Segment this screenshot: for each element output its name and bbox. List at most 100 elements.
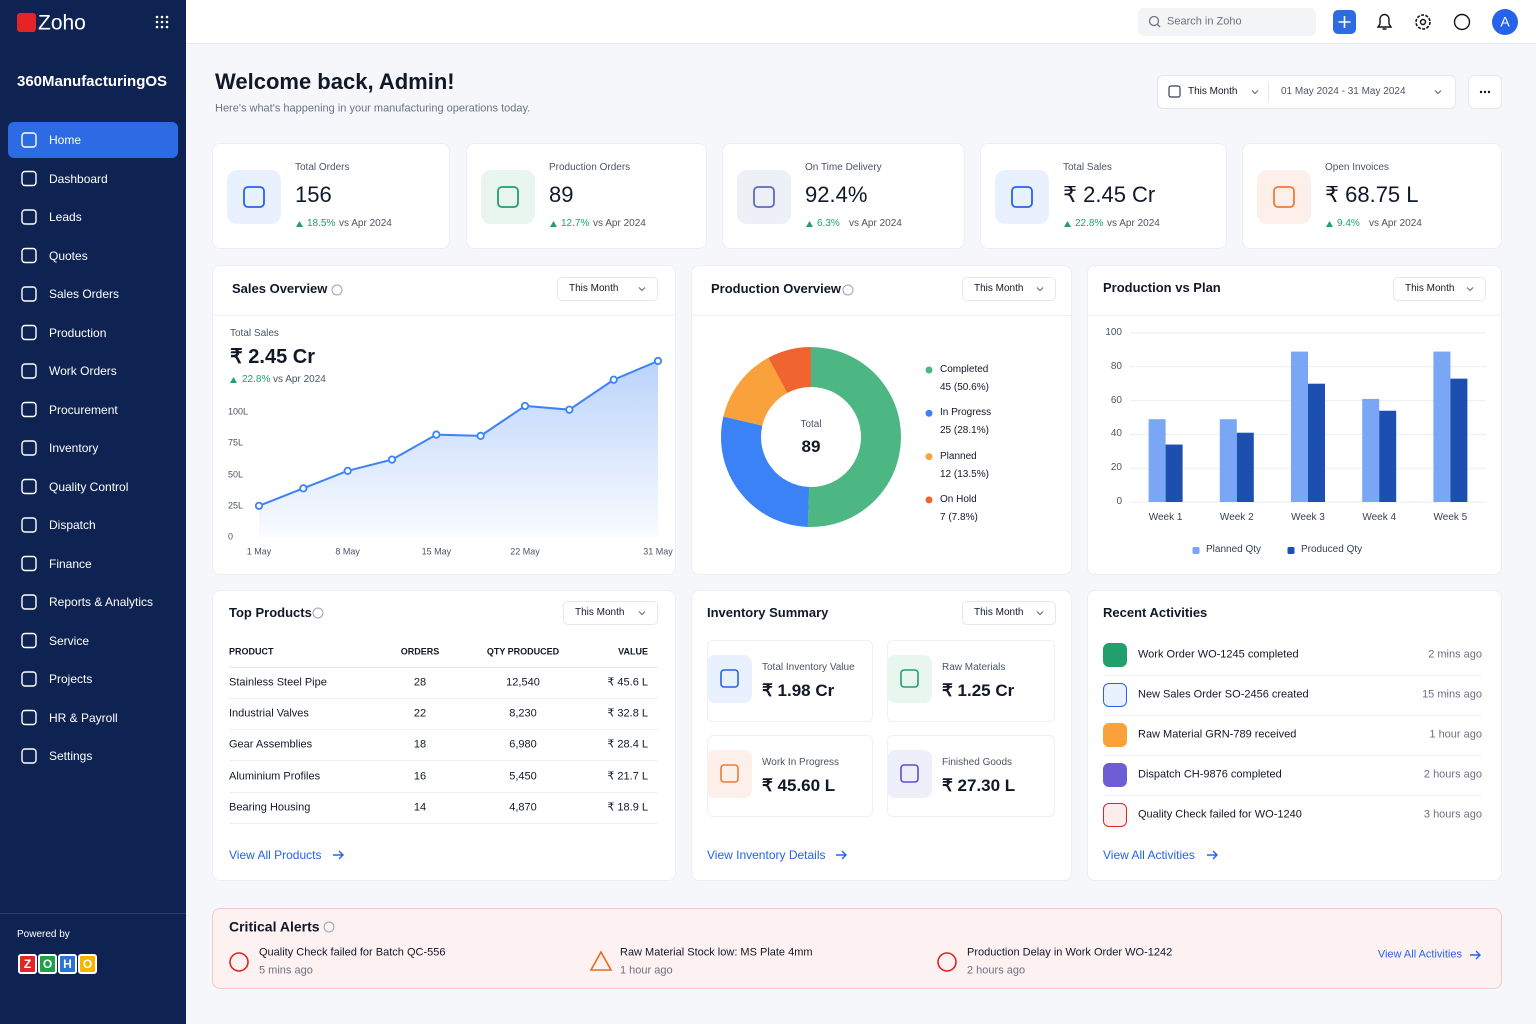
brand-mark [17,13,36,32]
logo-letter-box [38,954,57,974]
y-tick-label: 50L [228,469,244,480]
sidebar [0,0,186,1024]
nav-item[interactable]: Sales Orders [49,286,120,301]
view-link[interactable]: View All Activities [1103,847,1195,862]
kpi-compare: vs Apr 2024 [849,218,902,229]
inventory-label: Total Inventory Value [762,662,855,673]
alert-time: 1 hour ago [620,964,673,977]
nav-item[interactable]: Reports & Analytics [49,594,154,609]
activity-time: 3 hours ago [1423,808,1482,821]
nav-item[interactable]: Home [49,132,82,147]
value-label: 45 (50.6%) [940,382,989,393]
legend-label: Completed [940,364,989,375]
inventory-value: ₹ 27.30 L [942,775,1016,795]
y-tick-label: 25L [228,500,244,511]
activity-text: Dispatch CH-9876 completed [1138,768,1282,781]
nav-item[interactable]: HR & Payroll [49,710,118,725]
table-cell: 18 [413,738,427,751]
table-cell: 4,870 [509,801,537,814]
view-link[interactable]: View All Products [229,847,322,862]
nav-item[interactable]: Procurement [49,402,118,417]
activity-icon [1103,723,1127,747]
avatar[interactable]: A [1500,13,1510,30]
table-rule [229,822,658,824]
alert-time: 5 mins ago [259,964,313,977]
legend-label: Produced Qty [1301,544,1363,555]
nav-item[interactable]: Quotes [49,248,88,263]
value-label: 12 (13.5%) [940,468,989,480]
x-tick-label: 8 May [335,546,360,557]
activity-time: 2 mins ago [1428,648,1482,661]
x-tick-label: Week 3 [1291,512,1325,523]
nav-item[interactable]: Finance [49,556,92,571]
y-tick-label: 100 [1105,327,1122,338]
kpi-label: Open Invoices [1325,162,1389,173]
nav-item[interactable]: Dispatch [49,517,96,532]
logo-letter: Z [23,956,32,971]
card-divider [691,315,1072,316]
nav-item[interactable]: Leads [49,209,82,224]
period-label: This Month [1405,283,1455,294]
table-cell: 28 [413,676,427,689]
more-button[interactable] [1468,75,1502,109]
nav-item[interactable]: Quality Control [49,479,129,494]
view-link[interactable]: View Inventory Details [707,847,826,862]
period-label: This Month [974,607,1024,618]
table-cell: Aluminium Profiles [229,770,321,782]
sidebar-divider [0,913,186,914]
y-tick-label: 20 [1110,462,1122,474]
activity-rule [1103,755,1482,756]
table-header: VALUE [618,646,648,657]
activity-text: Quality Check failed for WO-1240 [1138,808,1302,821]
inventory-icon-box [707,655,752,703]
x-tick-label: Week 1 [1148,512,1183,523]
date-range: 01 May 2024 - 31 May 2024 [1281,86,1406,97]
legend-label: Planned Qty [1206,544,1262,555]
activity-text: Work Order WO-1245 completed [1138,648,1299,661]
inventory-value: ₹ 1.98 Cr [762,680,835,700]
date-filter[interactable] [1157,75,1456,109]
y-tick-label: 80 [1110,360,1122,372]
x-tick-label: Week 4 [1362,512,1397,523]
activity-time: 15 mins ago [1422,688,1482,701]
table-rule [229,698,658,699]
kpi-icon-box [227,170,281,224]
nav-item[interactable]: Work Orders [49,363,117,378]
logo-letter-box [78,954,97,974]
kpi-icon-box [481,170,535,224]
kpi-compare: vs Apr 2024 [593,218,646,229]
nav-item[interactable]: Projects [49,671,93,686]
kpi-value: 89 [549,181,574,207]
nav-item[interactable]: Settings [49,748,93,763]
card-title: Sales Overview [232,281,328,297]
card-title: Inventory Summary [707,605,829,621]
search-box[interactable] [1138,8,1316,36]
nav-item[interactable]: Service [49,633,90,648]
kpi-compare: vs Apr 2024 [1369,218,1422,229]
add-button[interactable] [1333,10,1356,34]
x-tick-label: 31 May [643,546,673,557]
kpi-change: 22.8% [242,374,271,385]
nav-item[interactable]: Inventory [49,440,99,455]
table-cell: Bearing Housing [229,801,311,814]
activity-rule [1103,675,1482,676]
table-cell: 16 [413,770,427,782]
activity-rule [1103,715,1482,716]
table-cell: ₹ 18.9 L [607,801,648,814]
activities-card [1087,590,1502,881]
period-dropdown[interactable] [557,277,658,301]
card-title: Recent Activities [1103,605,1208,621]
activity-text: New Sales Order SO-2456 created [1138,688,1309,701]
activity-time: 1 hour ago [1429,728,1482,741]
x-tick-label: 15 May [421,546,452,557]
table-cell: ₹ 28.4 L [607,738,648,751]
nav-item[interactable]: Production [49,325,107,340]
nav-item[interactable]: Dashboard [49,171,108,186]
period-label: This Month [569,283,619,294]
table-cell: 5,450 [509,770,537,782]
activity-time: 2 hours ago [1423,768,1482,781]
kpi-icon-box [995,170,1049,224]
view-link[interactable]: View All Activities [1377,948,1462,961]
production-overview-card [691,265,1072,575]
